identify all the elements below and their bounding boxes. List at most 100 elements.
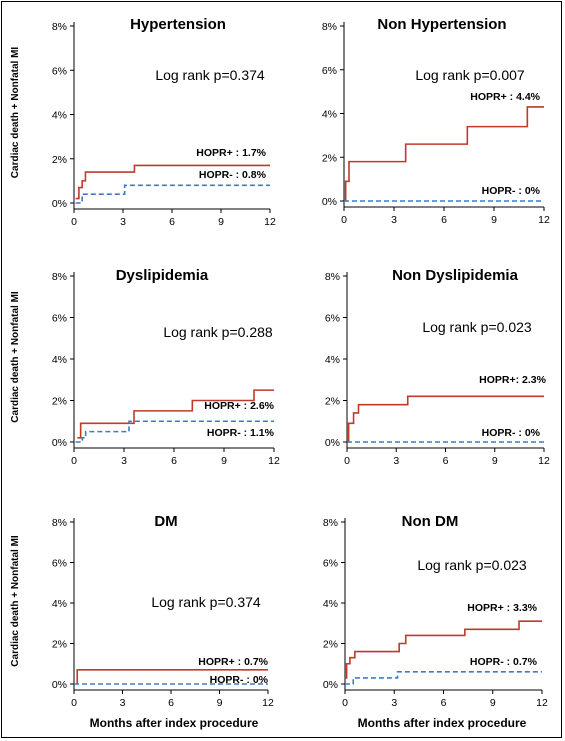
x-tick-label: 0 xyxy=(344,455,350,467)
hopr-neg-curve xyxy=(75,184,270,204)
hopr-neg-curve xyxy=(75,420,274,443)
y-tick-label: 2% xyxy=(322,152,337,164)
hopr-neg-label: HOPR- : 1.1% xyxy=(207,427,275,439)
x-tick-label: 9 xyxy=(491,214,497,226)
y-axis-label: Cardiac death + Nonfatal MI xyxy=(10,291,21,423)
panel-title: Non DM xyxy=(402,513,459,530)
y-tick-label: 6% xyxy=(52,558,67,570)
hopr-pos-label: HOPR+ : 2.6% xyxy=(204,400,274,412)
x-tick-label: 12 xyxy=(538,455,550,467)
hopr-neg-curve xyxy=(345,671,542,685)
x-axis-label-left: Months after index procedure xyxy=(90,716,259,730)
log-rank-label: Log rank p=0.023 xyxy=(422,319,532,335)
x-tick-label: 9 xyxy=(218,216,224,228)
hopr-neg-label: HOPR- : 0% xyxy=(482,185,541,197)
y-tick-label: 8% xyxy=(52,271,67,283)
y-tick-label: 8% xyxy=(52,517,67,529)
y-axis-label: Cardiac death + Nonfatal MI xyxy=(10,535,21,667)
hopr-pos-label: HOPR+ : 4.4% xyxy=(470,91,540,103)
y-tick-label: 4% xyxy=(325,354,340,366)
y-tick-label: 8% xyxy=(325,271,340,283)
y-tick-label: 0% xyxy=(52,679,67,691)
x-tick-label: 6 xyxy=(441,214,447,226)
x-tick-label: 3 xyxy=(391,214,397,226)
hopr-pos-label: HOPR+ : 1.7% xyxy=(196,147,266,159)
panel-1: 0% 2% 4% 6% 8% 0 3 6 9 12 Hypertension Log rank p=0… xyxy=(10,16,276,228)
hopr-neg-label: HOPR- : 0.7% xyxy=(470,656,538,668)
y-tick-label: 0% xyxy=(325,437,340,449)
panel-6: 0% 2% 4% 6% 8% 0 3 6 9 12 Non DM Log rank p=0.023 HO… xyxy=(323,513,548,709)
log-rank-label: Log rank p=0.023 xyxy=(417,557,527,573)
hopr-pos-label: HOPR+: 2.3% xyxy=(479,374,546,386)
log-rank-label: Log rank p=0.374 xyxy=(155,67,265,83)
hopr-pos-curve xyxy=(76,669,268,684)
x-tick-label: 3 xyxy=(121,455,127,467)
x-tick-label: 3 xyxy=(120,697,126,709)
hopr-neg-label: HOPR- : 0% xyxy=(210,674,269,686)
y-tick-label: 4% xyxy=(52,110,67,122)
x-tick-label: 9 xyxy=(221,455,227,467)
x-tick-label: 0 xyxy=(71,216,77,228)
x-tick-label: 3 xyxy=(391,697,397,709)
y-tick-label: 0% xyxy=(322,196,337,208)
log-rank-label: Log rank p=0.374 xyxy=(151,594,261,610)
y-tick-label: 8% xyxy=(322,21,337,33)
y-tick-label: 4% xyxy=(52,354,67,366)
y-tick-label: 8% xyxy=(323,517,338,529)
y-tick-label: 2% xyxy=(52,396,67,408)
x-tick-label: 6 xyxy=(441,697,447,709)
x-tick-label: 0 xyxy=(342,697,348,709)
y-tick-label: 2% xyxy=(52,154,67,166)
y-tick-label: 0% xyxy=(52,437,67,449)
x-tick-label: 9 xyxy=(492,455,498,467)
x-tick-label: 9 xyxy=(217,697,223,709)
x-tick-label: 0 xyxy=(341,214,347,226)
x-axis-label-right: Months after index procedure xyxy=(358,716,527,730)
x-tick-label: 3 xyxy=(393,455,399,467)
x-tick-label: 12 xyxy=(268,455,280,467)
y-tick-label: 4% xyxy=(52,598,67,610)
panel-title: Dyslipidemia xyxy=(116,267,209,284)
x-tick-label: 3 xyxy=(120,216,126,228)
hopr-pos-curve xyxy=(77,389,274,439)
x-tick-label: 6 xyxy=(169,216,175,228)
panel-title: DM xyxy=(154,513,177,530)
log-rank-label: Log rank p=0.007 xyxy=(415,67,525,83)
x-tick-label: 12 xyxy=(536,697,548,709)
panel-title: Non Dyslipidemia xyxy=(392,267,519,284)
hopr-pos-curve xyxy=(347,395,544,443)
y-tick-label: 4% xyxy=(323,598,338,610)
y-tick-label: 6% xyxy=(322,65,337,77)
x-tick-label: 6 xyxy=(168,697,174,709)
x-tick-label: 6 xyxy=(443,455,449,467)
y-tick-label: 4% xyxy=(322,109,337,121)
panel-3: 0% 2% 4% 6% 8% 0 3 6 9 12 Dyslipidemia Log rank p=0… xyxy=(10,267,280,467)
y-tick-label: 0% xyxy=(52,198,67,210)
panel-title: Non Hypertension xyxy=(377,16,506,33)
x-tick-label: 12 xyxy=(262,697,274,709)
y-tick-label: 2% xyxy=(325,396,340,408)
y-tick-label: 6% xyxy=(52,313,67,325)
y-axis-label: Cardiac death + Nonfatal MI xyxy=(10,47,21,179)
y-tick-label: 6% xyxy=(323,558,338,570)
hopr-pos-label: HOPR+ : 0.7% xyxy=(198,656,268,668)
hopr-pos-label: HOPR+ : 3.3% xyxy=(467,602,537,614)
x-tick-label: 0 xyxy=(71,697,77,709)
x-tick-label: 12 xyxy=(538,214,550,226)
y-tick-label: 6% xyxy=(52,65,67,77)
y-tick-label: 8% xyxy=(52,21,67,33)
hopr-pos-curve xyxy=(75,164,270,200)
y-tick-label: 2% xyxy=(52,639,67,651)
log-rank-label: Log rank p=0.288 xyxy=(163,324,273,340)
x-tick-label: 0 xyxy=(71,455,77,467)
y-tick-label: 0% xyxy=(323,679,338,691)
x-tick-label: 9 xyxy=(490,697,496,709)
hopr-neg-label: HOPR- : 0% xyxy=(482,427,541,439)
hopr-neg-label: HOPR- : 0.8% xyxy=(199,169,267,181)
hopr-pos-curve xyxy=(345,620,542,679)
y-tick-label: 6% xyxy=(325,313,340,325)
x-tick-label: 12 xyxy=(264,216,276,228)
hopr-pos-curve xyxy=(344,106,544,202)
